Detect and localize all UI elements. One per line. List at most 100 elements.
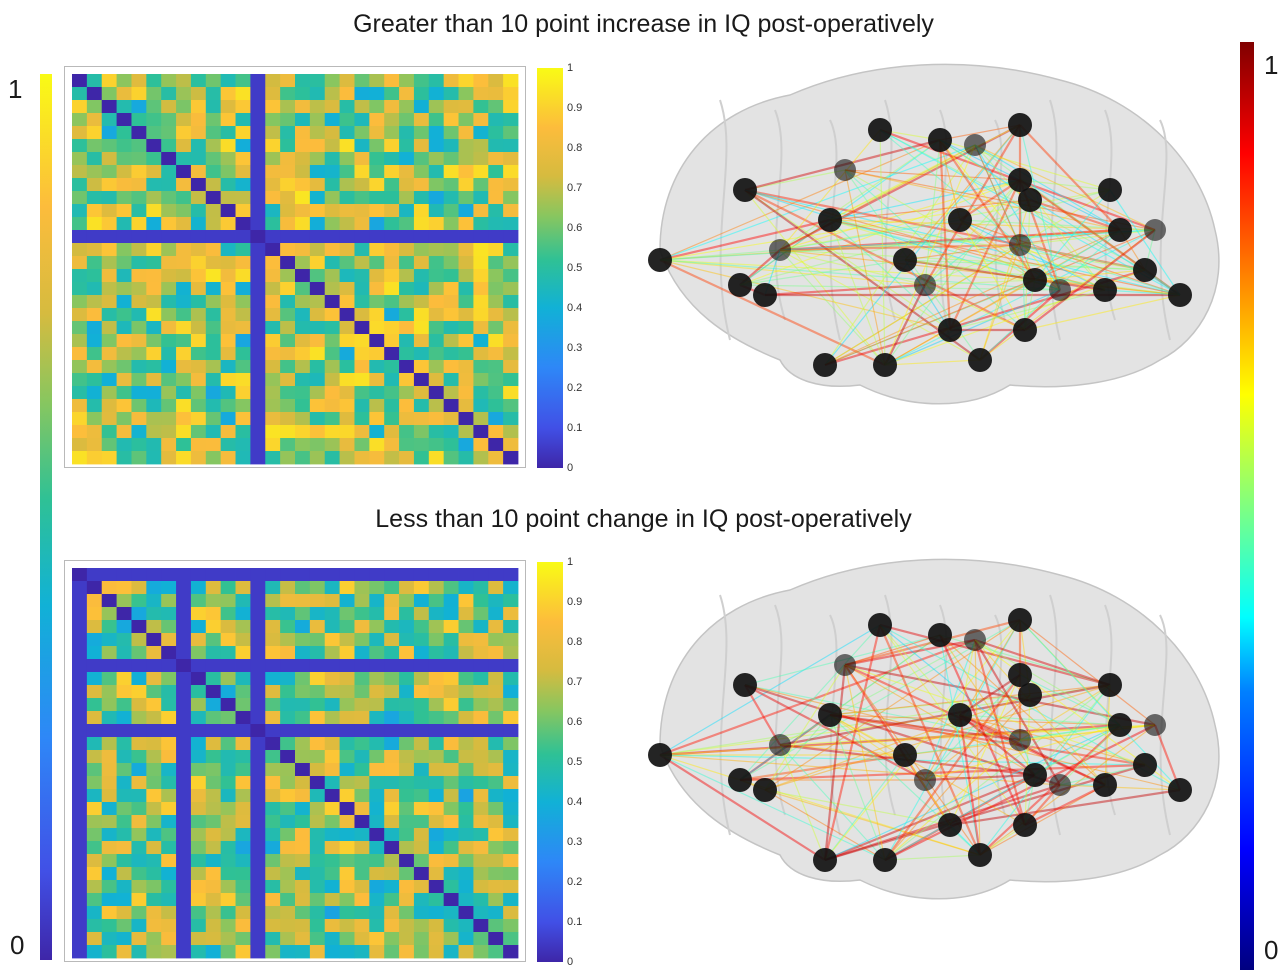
heatmap-cell	[235, 230, 251, 244]
heatmap-cell	[309, 269, 326, 283]
network-node	[1008, 663, 1032, 687]
heatmap-cell	[176, 425, 192, 439]
heatmap-cell	[413, 841, 430, 855]
heatmap-cell	[473, 815, 489, 829]
network-edge	[823, 664, 847, 861]
heatmap-cell	[488, 867, 504, 881]
network-edge	[659, 638, 976, 757]
heatmap-cell	[369, 386, 385, 400]
heatmap-cell	[101, 308, 117, 322]
heatmap-cell	[86, 672, 103, 686]
heatmap-cell	[205, 321, 222, 335]
network-node	[1168, 283, 1192, 307]
heatmap-cell	[146, 828, 162, 842]
heatmap-cell	[220, 230, 236, 244]
heatmap-cell	[235, 321, 251, 335]
network-node	[914, 274, 936, 296]
heatmap-cell	[384, 373, 400, 387]
heatmap-colorbar-top	[537, 68, 563, 468]
heatmap-cell	[161, 932, 177, 946]
heatmap-cell	[205, 425, 222, 439]
heatmap-cell	[220, 191, 236, 205]
heatmap-cell	[473, 87, 489, 101]
heatmap-cell	[220, 633, 236, 647]
heatmap-cell	[295, 373, 311, 387]
network-edge	[829, 713, 1146, 767]
network-node	[1049, 279, 1071, 301]
heatmap-cell	[176, 321, 192, 335]
heatmap-cell	[72, 607, 88, 621]
heatmap-cell	[176, 893, 192, 907]
heatmap-cell	[265, 282, 281, 296]
heatmap-cell	[503, 74, 519, 88]
heatmap-cell	[235, 191, 251, 205]
heatmap-cell	[131, 451, 147, 465]
heatmap-cell	[488, 607, 504, 621]
heatmap-cell	[116, 126, 132, 140]
heatmap-cell	[503, 295, 519, 309]
heatmap-cell	[413, 685, 430, 699]
heatmap-cell	[235, 880, 251, 894]
heatmap-cell	[339, 113, 355, 127]
heatmap-cell	[176, 347, 192, 361]
network-edge	[959, 714, 1036, 776]
heatmap-cell	[190, 412, 207, 426]
heatmap-cell	[235, 711, 251, 725]
heatmap-cell	[176, 776, 192, 790]
heatmap-cell	[309, 594, 326, 608]
heatmap-cell	[295, 178, 311, 192]
network-edge	[659, 249, 781, 261]
heatmap-cell	[131, 607, 147, 621]
heatmap-cell	[413, 386, 430, 400]
heatmap-cell	[369, 269, 385, 283]
heatmap-cell	[354, 347, 370, 361]
network-edge	[659, 144, 976, 261]
heatmap-cell	[161, 776, 177, 790]
heatmap-cell	[354, 74, 370, 88]
heatmap-cell	[205, 724, 222, 738]
heatmap-cell	[265, 854, 281, 868]
heatmap-cell	[428, 568, 445, 582]
heatmap-cell	[116, 269, 132, 283]
heatmap-cell	[324, 373, 340, 387]
heatmap-cell	[399, 451, 415, 465]
heatmap-cell	[235, 113, 251, 127]
network-edge	[974, 144, 1036, 281]
heatmap-cell	[443, 828, 459, 842]
heatmap-cell	[280, 867, 296, 881]
network-node	[1168, 778, 1192, 802]
heatmap-cell	[339, 841, 355, 855]
heatmap-cell	[146, 282, 162, 296]
heatmap-cell	[309, 399, 326, 413]
heatmap-cell	[250, 789, 266, 803]
heatmap-cell	[235, 867, 251, 881]
heatmap-cell	[428, 607, 445, 621]
heatmap-cell	[176, 919, 192, 933]
heatmap-cell	[146, 178, 162, 192]
heatmap-cell	[101, 763, 117, 777]
heatmap-cell	[443, 750, 459, 764]
heatmap-cell	[473, 399, 489, 413]
heatmap-cell	[72, 841, 88, 855]
heatmap-cell	[280, 191, 296, 205]
heatmap-cell	[220, 763, 236, 777]
heatmap-cell	[176, 633, 192, 647]
network-edge	[939, 139, 1061, 291]
heatmap-cell	[146, 698, 162, 712]
heatmap-cell	[458, 646, 474, 660]
heatmap-cell	[146, 438, 162, 452]
heatmap-cell	[146, 373, 162, 387]
heatmap-cell	[488, 685, 504, 699]
network-edge	[959, 219, 1106, 291]
heatmap-cell	[339, 451, 355, 465]
heatmap-cell	[339, 373, 355, 387]
heatmap-cell	[428, 438, 445, 452]
heatmap-cell	[488, 620, 504, 634]
heatmap-cell	[413, 87, 430, 101]
network-node	[868, 613, 892, 637]
heatmap-cell	[86, 399, 103, 413]
heatmap-cell	[413, 594, 430, 608]
heatmap-cell	[354, 698, 370, 712]
network-edge	[659, 624, 881, 756]
heatmap-cell	[413, 191, 430, 205]
